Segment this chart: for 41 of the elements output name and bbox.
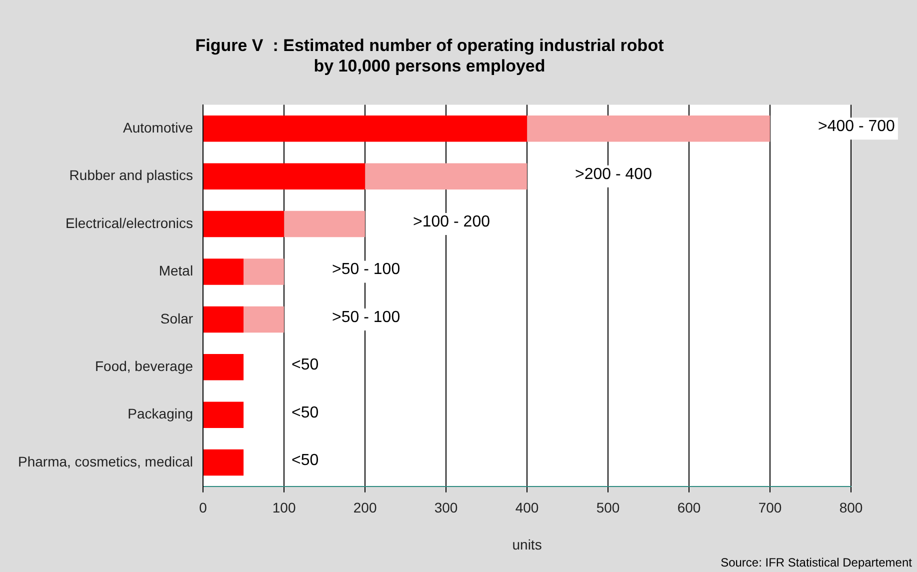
bar	[204, 402, 244, 428]
bar	[527, 116, 770, 142]
x-tick-label: 400	[515, 500, 539, 516]
bar	[204, 210, 284, 238]
bar	[204, 258, 244, 285]
x-tick-label: 300	[434, 500, 458, 516]
bar	[284, 210, 366, 238]
bar	[204, 354, 244, 380]
data-label: <50	[292, 452, 319, 469]
x-tick-label: 500	[596, 500, 620, 516]
bar	[204, 163, 366, 190]
data-label: <50	[292, 356, 319, 374]
bar	[244, 258, 284, 285]
data-label: <50	[292, 404, 319, 422]
y-tick-label: Food, beverage	[94, 358, 194, 374]
data-label: >100 - 200	[413, 213, 490, 230]
y-tick-label: Metal	[158, 262, 194, 279]
x-tick-label: 200	[353, 500, 377, 516]
bar	[244, 306, 284, 333]
x-axis-title: units	[512, 536, 542, 552]
y-tick-label: Electrical/electronics	[65, 214, 194, 231]
bar	[204, 449, 244, 476]
y-tick-label: Automotive	[123, 120, 194, 136]
source-note: Source: IFR Statistical Departement	[720, 555, 913, 570]
data-label: >50 - 100	[332, 261, 400, 278]
x-tick-label: 600	[677, 500, 701, 516]
x-tick-label: 700	[758, 500, 782, 516]
y-tick-label: Pharma, cosmetics, medical	[18, 453, 194, 470]
y-tick-label: Solar	[160, 310, 194, 326]
data-label: >50 - 100	[332, 308, 400, 326]
x-tick-label: 800	[839, 500, 863, 516]
y-tick-label: Packaging	[128, 406, 194, 422]
bar	[204, 306, 244, 333]
x-tick-label: 0	[199, 500, 208, 516]
data-label: >200 - 400	[575, 166, 652, 183]
bar	[365, 163, 528, 190]
x-tick-label: 100	[272, 500, 296, 516]
data-label: >400 - 700	[818, 118, 896, 136]
bar	[204, 116, 528, 142]
chart-title: Figure V : Estimated number of operating industrial robot by 10,000 persons employed	[195, 36, 664, 76]
y-tick-label: Rubber and plastics	[69, 167, 194, 184]
